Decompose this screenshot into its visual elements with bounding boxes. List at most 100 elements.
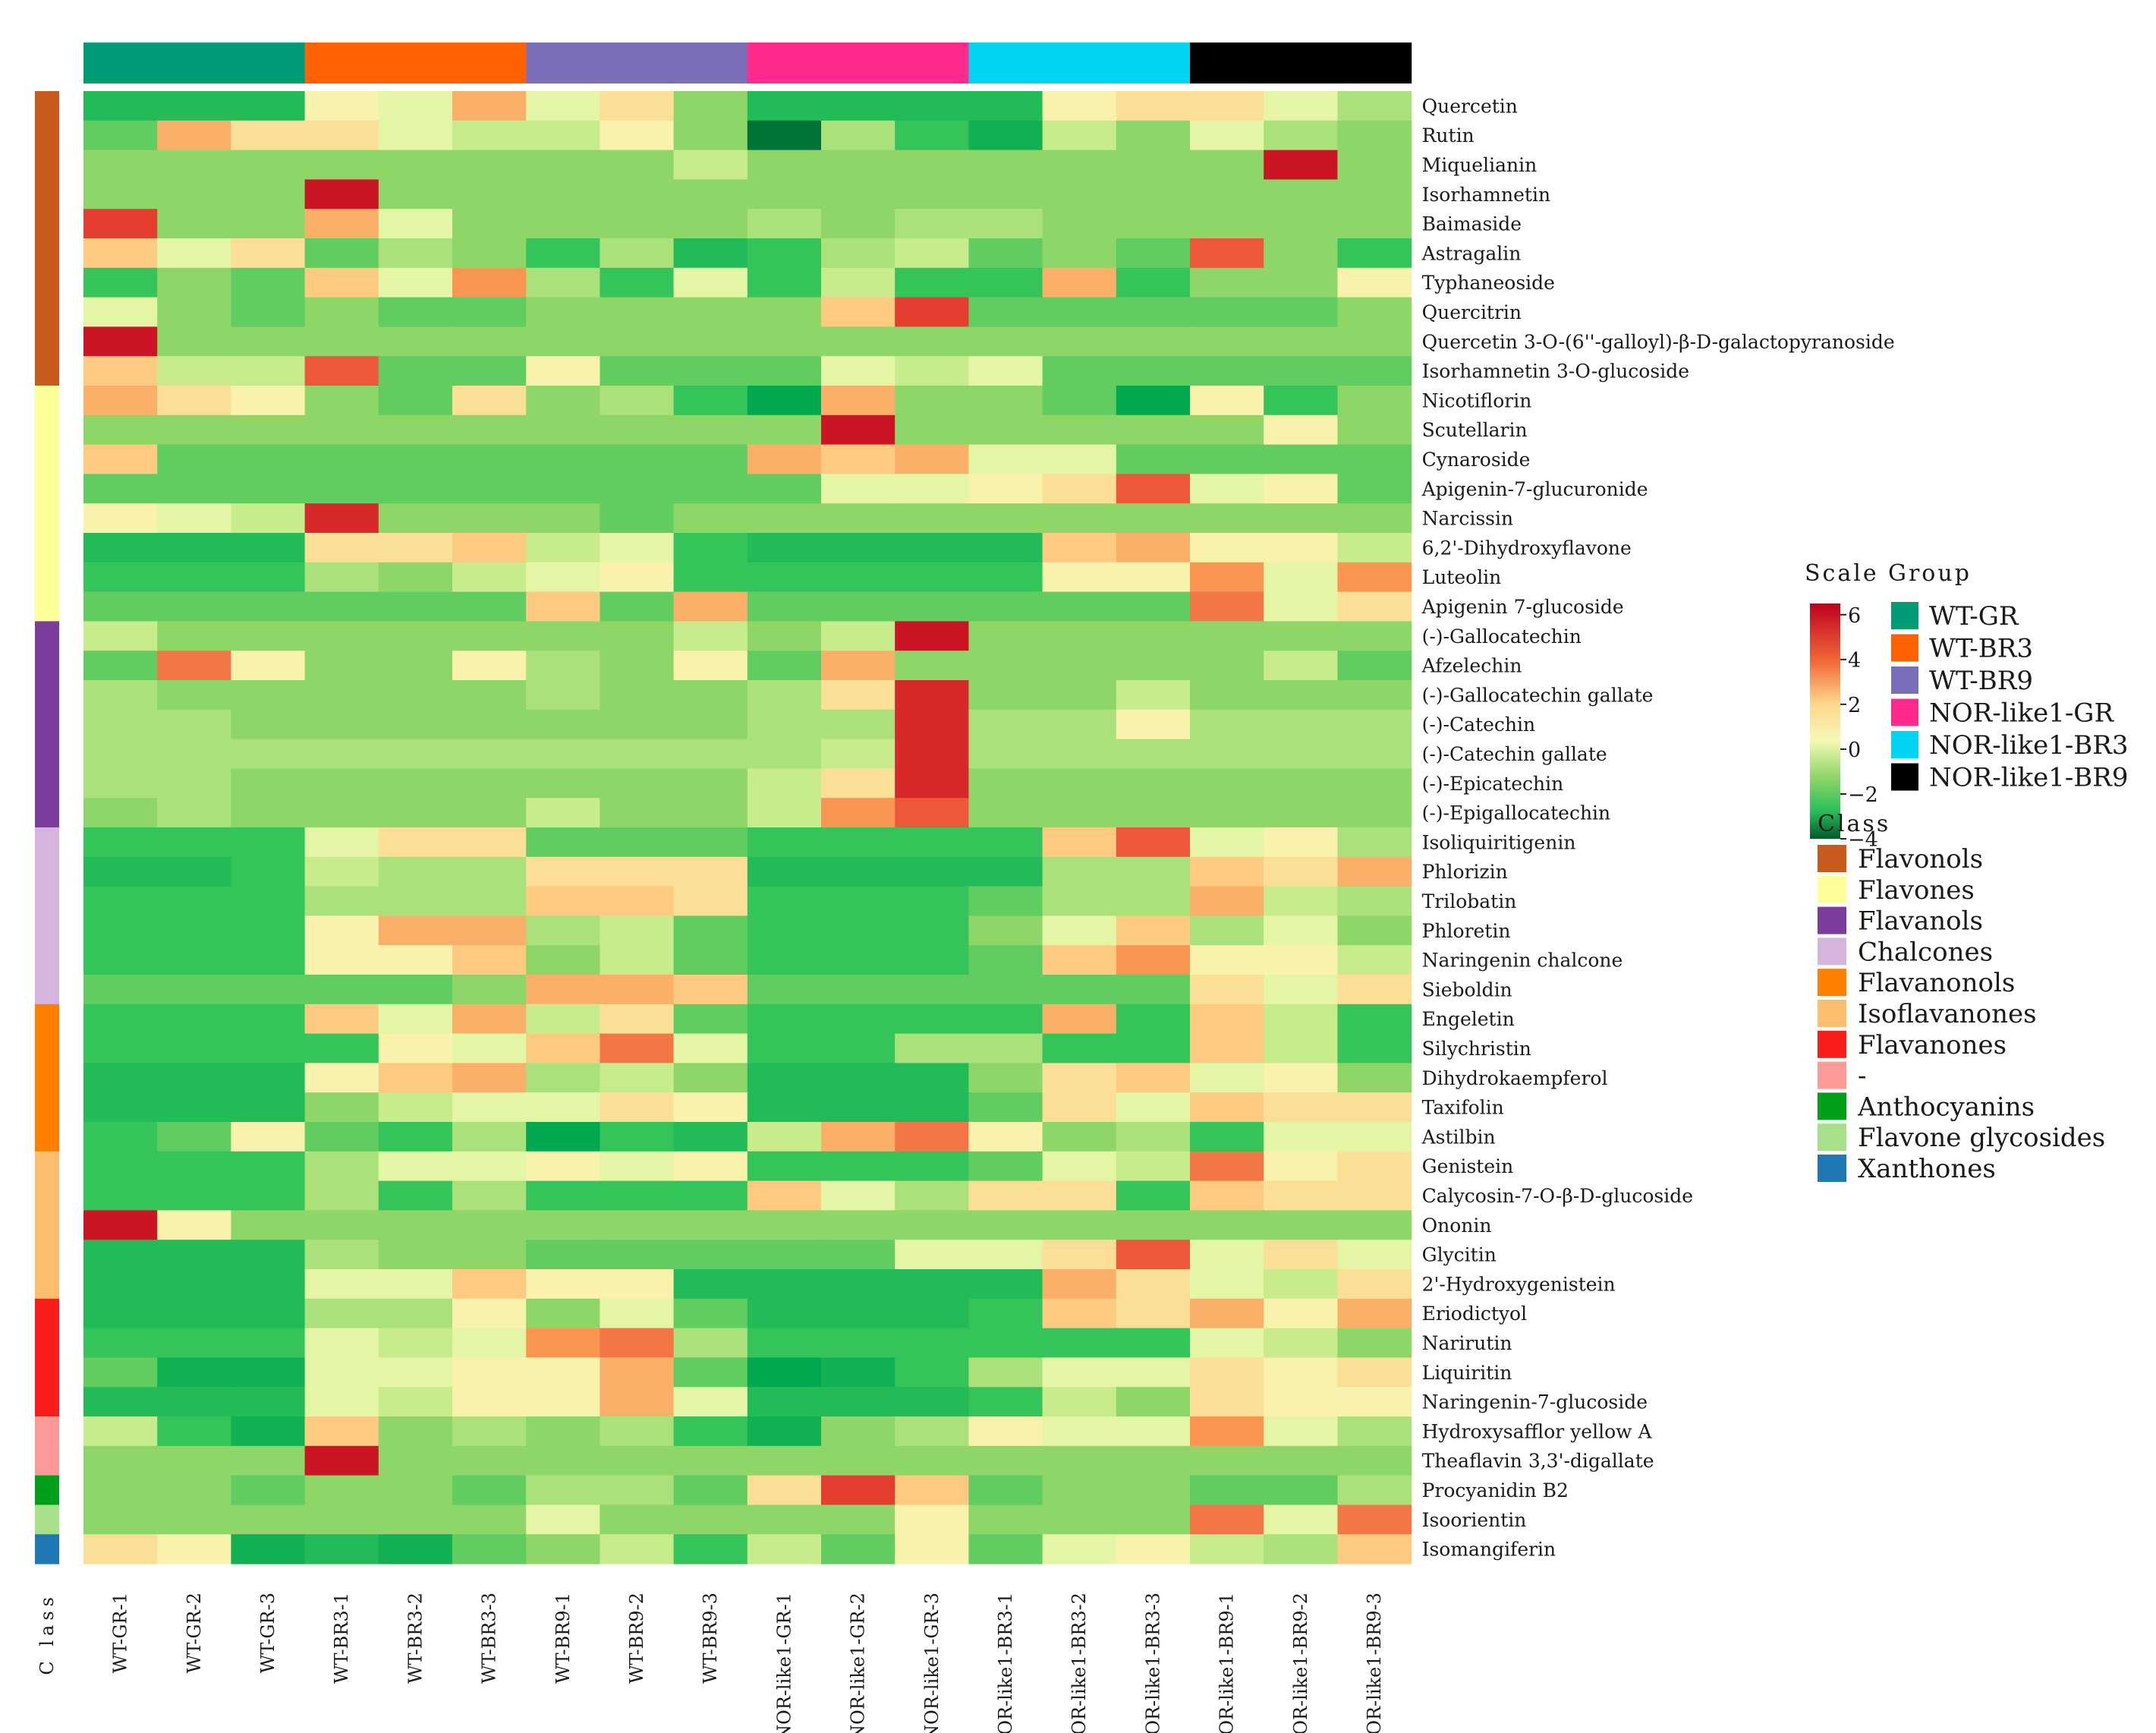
heatmap-cell bbox=[157, 1505, 231, 1535]
heatmap-cell bbox=[83, 621, 158, 651]
heatmap-cell bbox=[895, 945, 969, 975]
heatmap-cell bbox=[1264, 591, 1338, 622]
heatmap-cell bbox=[1264, 1416, 1338, 1447]
heatmap-cell bbox=[895, 827, 969, 858]
heatmap-cell bbox=[1116, 1180, 1191, 1211]
heatmap-cell bbox=[157, 827, 231, 858]
heatmap-cell bbox=[83, 827, 158, 858]
heatmap-cell bbox=[157, 1475, 231, 1505]
heatmap-cell bbox=[600, 386, 675, 416]
heatmap-cell bbox=[452, 91, 527, 121]
heatmap-cell bbox=[304, 120, 379, 151]
heatmap-cell bbox=[1042, 474, 1117, 504]
heatmap-cell bbox=[231, 414, 306, 446]
heatmap-cell bbox=[821, 1328, 895, 1358]
heatmap-cell bbox=[304, 1122, 379, 1152]
column-label: WT-GR-2 bbox=[184, 1593, 205, 1673]
heatmap-cell bbox=[157, 1328, 231, 1358]
heatmap-cell bbox=[157, 1210, 231, 1240]
class-legend-label: - bbox=[1858, 1061, 1867, 1092]
column-label: NOR-like1-BR9-1 bbox=[1216, 1593, 1238, 1733]
heatmap-cell bbox=[1190, 1357, 1264, 1388]
row-label: (-)-Catechin bbox=[1422, 714, 1535, 736]
heatmap-cell bbox=[1264, 120, 1338, 151]
heatmap-cell bbox=[747, 1004, 822, 1035]
class-legend-swatch bbox=[1818, 875, 1846, 903]
heatmap-cell bbox=[452, 474, 527, 504]
group-legend-swatch bbox=[1891, 763, 1918, 791]
heatmap-cell bbox=[526, 709, 600, 740]
row-label: Liquiritin bbox=[1422, 1362, 1512, 1384]
heatmap-cell bbox=[968, 1387, 1043, 1417]
row-label: Silychristin bbox=[1422, 1038, 1531, 1060]
heatmap-cell bbox=[304, 591, 379, 622]
heatmap-cell bbox=[600, 1092, 675, 1123]
heatmap-cell bbox=[231, 1445, 306, 1476]
heatmap-cell bbox=[895, 533, 969, 563]
class-legend-label: Anthocyanins bbox=[1857, 1092, 2035, 1122]
heatmap-cell bbox=[895, 1475, 969, 1505]
heatmap-cell bbox=[378, 1063, 453, 1093]
heatmap-cell bbox=[600, 1269, 675, 1300]
heatmap-cell bbox=[378, 1298, 453, 1329]
heatmap-cell bbox=[1116, 886, 1191, 916]
heatmap-cell bbox=[747, 856, 822, 887]
heatmap-cell bbox=[83, 1328, 158, 1358]
heatmap-cell bbox=[1337, 179, 1412, 210]
heatmap-cell bbox=[1264, 680, 1338, 711]
heatmap-cell bbox=[83, 326, 158, 357]
heatmap-cell bbox=[968, 1357, 1043, 1388]
heatmap-cell bbox=[1264, 414, 1338, 446]
heatmap-cell bbox=[895, 1445, 969, 1476]
heatmap-cell bbox=[1264, 1180, 1338, 1211]
heatmap-cell bbox=[968, 886, 1043, 916]
heatmap-cell bbox=[526, 1475, 600, 1505]
heatmap-cell bbox=[231, 1387, 306, 1417]
heatmap-cell bbox=[968, 297, 1043, 327]
heatmap-cell bbox=[1042, 621, 1117, 651]
heatmap-cell bbox=[526, 533, 600, 563]
heatmap-cell bbox=[600, 1004, 675, 1035]
heatmap-cell bbox=[747, 267, 822, 298]
heatmap-cell bbox=[526, 621, 600, 651]
heatmap-cell bbox=[600, 326, 675, 357]
heatmap-cell bbox=[821, 91, 895, 121]
class-bar-cell bbox=[35, 1534, 59, 1564]
heatmap-cell bbox=[304, 1387, 379, 1417]
heatmap-cell bbox=[1190, 386, 1264, 416]
group-legend-label: WT-BR3 bbox=[1929, 634, 2033, 664]
heatmap-cell bbox=[747, 886, 822, 916]
row-label: Narcissin bbox=[1422, 508, 1513, 530]
heatmap-cell bbox=[83, 179, 158, 210]
group-bar-cell bbox=[1337, 43, 1412, 83]
heatmap-cell bbox=[526, 1505, 600, 1535]
heatmap-cell bbox=[600, 915, 675, 946]
heatmap-cell bbox=[1116, 1505, 1191, 1535]
heatmap-cell bbox=[821, 591, 895, 622]
heatmap-cell bbox=[1116, 709, 1191, 740]
heatmap-cell bbox=[83, 474, 158, 504]
heatmap-cell bbox=[600, 444, 675, 474]
heatmap-cell bbox=[1337, 1475, 1412, 1505]
heatmap-cell bbox=[1190, 1298, 1264, 1329]
heatmap-cell bbox=[157, 680, 231, 711]
heatmap-cell bbox=[1042, 1505, 1117, 1535]
heatmap-cell bbox=[83, 209, 158, 239]
heatmap-cell bbox=[157, 179, 231, 210]
heatmap-cell bbox=[157, 533, 231, 563]
heatmap-cell bbox=[1042, 562, 1117, 593]
heatmap-cell bbox=[821, 356, 895, 386]
heatmap-cell bbox=[968, 326, 1043, 357]
heatmap-cell bbox=[1116, 1534, 1191, 1564]
heatmap-cell bbox=[747, 297, 822, 327]
heatmap-cell bbox=[83, 562, 158, 593]
class-bar-cell bbox=[35, 444, 59, 474]
heatmap-cell bbox=[968, 1122, 1043, 1152]
class-bar-cell bbox=[35, 1269, 59, 1300]
heatmap-cell bbox=[157, 209, 231, 239]
heatmap-cell bbox=[231, 444, 306, 474]
heatmap-cell bbox=[1042, 1298, 1117, 1329]
heatmap-cell bbox=[968, 1534, 1043, 1564]
heatmap-cell bbox=[821, 414, 895, 446]
heatmap-cell bbox=[673, 267, 748, 298]
